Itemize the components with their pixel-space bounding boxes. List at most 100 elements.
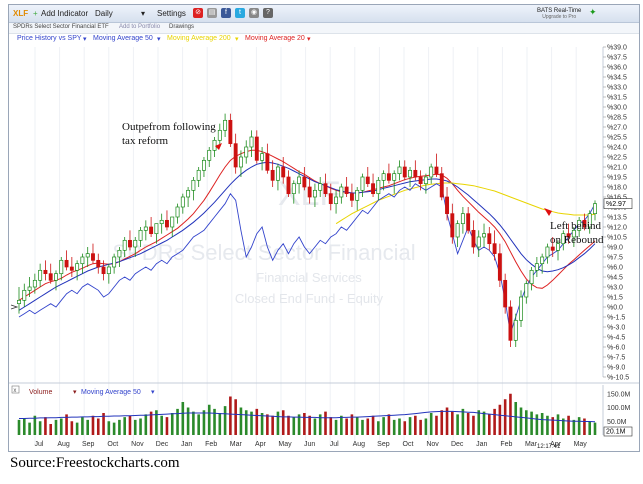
left-edge-marker [10,304,19,310]
volume-bar [112,422,116,435]
candle-body [460,213,465,225]
x-tick-label: Mar [525,441,538,448]
candle-body [371,183,376,195]
candle-body [91,253,95,261]
volume-bar [392,419,396,435]
x-tick-label: May [574,441,588,448]
volume-current-box [603,426,633,437]
help-icon[interactable]: ? [263,8,273,18]
volume-tick-label: 100.0M [607,405,631,412]
volume-bar [17,419,21,435]
print-icon[interactable]: ▤ [207,8,217,18]
candle-body [344,186,349,195]
bats-upgrade-link[interactable]: Upgrade to Pro [542,14,577,20]
volume-bar [250,411,253,435]
symbol-field[interactable]: XLF [13,9,29,18]
legend-ma20-chevron-icon[interactable]: ▾ [307,36,311,43]
candle-body [423,176,428,185]
bats-realtime[interactable]: BATS Real-Time Upgrade to Pro [537,8,581,20]
volume-bar [303,413,306,435]
add-indicator-button[interactable]: Add Indicator [41,9,89,18]
drawings-link[interactable]: Drawings [169,24,195,30]
indicator-legend: Price History vs SPY ▾ Moving Average 50… [9,34,639,45]
time-label: 12:17:41 [537,444,561,450]
candle-body [196,169,201,181]
volume-bar [329,417,333,435]
annotation-outperform: Outpefrom following tax reform [122,120,216,148]
twitter-icon[interactable]: t [235,8,245,18]
y-tick-label: %10.5 [607,235,627,242]
volume-bar [472,415,475,435]
volume-bar [482,411,486,435]
volume-bar [292,417,296,435]
price-chart[interactable]: XLF SPDRs Select Sector Financial Financia… [9,5,639,451]
legend-ma50[interactable]: Moving Average 50 [93,35,153,42]
candle-body [170,216,175,228]
volume-bar [361,419,364,435]
volume-bar [33,415,37,435]
y-tick-label: %21.0 [607,165,627,172]
y-tick-label: %13.5 [607,215,627,222]
candle-body [112,256,117,268]
settings-button[interactable]: Settings [157,9,186,18]
camera-icon[interactable]: ◉ [249,8,259,18]
volume-bar [403,421,407,435]
volume-bar [244,410,248,435]
volume-bar [488,414,491,435]
volume-bar [255,408,259,435]
candle-body [334,196,339,205]
legend-ma20[interactable]: Moving Average 20 [245,35,305,42]
candle-body [503,279,508,308]
candle-body [64,259,69,268]
y-tick-label: %16.5 [607,195,627,202]
candle-body [487,233,492,245]
period-select[interactable]: Daily [95,9,113,18]
candle-body [482,233,486,238]
volume-bar [345,418,348,435]
legend-price-chevron-icon[interactable]: ▾ [83,36,87,43]
volume-bar [96,418,100,435]
candle-body [323,183,328,195]
candle-body [244,146,249,158]
facebook-icon[interactable]: f [221,8,231,18]
volume-bar [144,414,148,435]
add-indicator-icon[interactable]: + [33,9,38,18]
add-portfolio-link[interactable]: Add to Portfolio [119,24,161,30]
volume-bar [583,418,586,435]
candle-body [143,226,148,231]
legend-ma200-chevron-icon[interactable]: ▾ [235,36,239,43]
volume-bar [266,414,269,435]
candle-body [376,179,381,195]
volume-ma50-label: Moving Average 50 [81,389,141,396]
candle-body [223,119,228,131]
x-tick-label: Oct [107,441,118,448]
watermark-sector: Financial Services [256,270,362,285]
alert-icon[interactable]: ⊘ [193,8,203,18]
volume-bar [408,417,412,435]
volume-bar [271,415,274,435]
x-tick-label: Nov [131,441,144,448]
x-tick-label: Jan [181,441,192,448]
candle-body [397,166,402,175]
x-tick-label: Mar [230,441,243,448]
candle-body [128,239,132,248]
volume-bar [593,422,597,435]
y-tick-label: %0.0 [607,305,623,312]
x-tick-label: Jul [330,441,339,448]
chevron-down-icon[interactable]: ▾ [141,9,146,18]
volume-bar [546,415,549,435]
candle-body [571,229,576,238]
volume-bar [567,415,570,435]
volume-tick-label: 150.0M [607,391,631,398]
y-tick-label: %33.0 [607,85,627,92]
volume-bar [181,402,185,435]
legend-ma50-chevron-icon[interactable]: ▾ [157,36,161,43]
candle-body [48,273,53,281]
legend-ma200[interactable]: Moving Average 200 [167,35,231,42]
logo-icon: ✦ [589,7,597,17]
candle-body [270,169,275,181]
volume-bar [493,408,496,435]
y-tick-label: %39.0 [607,45,627,52]
volume-bar [149,411,153,435]
legend-price-history[interactable]: Price History vs SPY [17,35,82,42]
